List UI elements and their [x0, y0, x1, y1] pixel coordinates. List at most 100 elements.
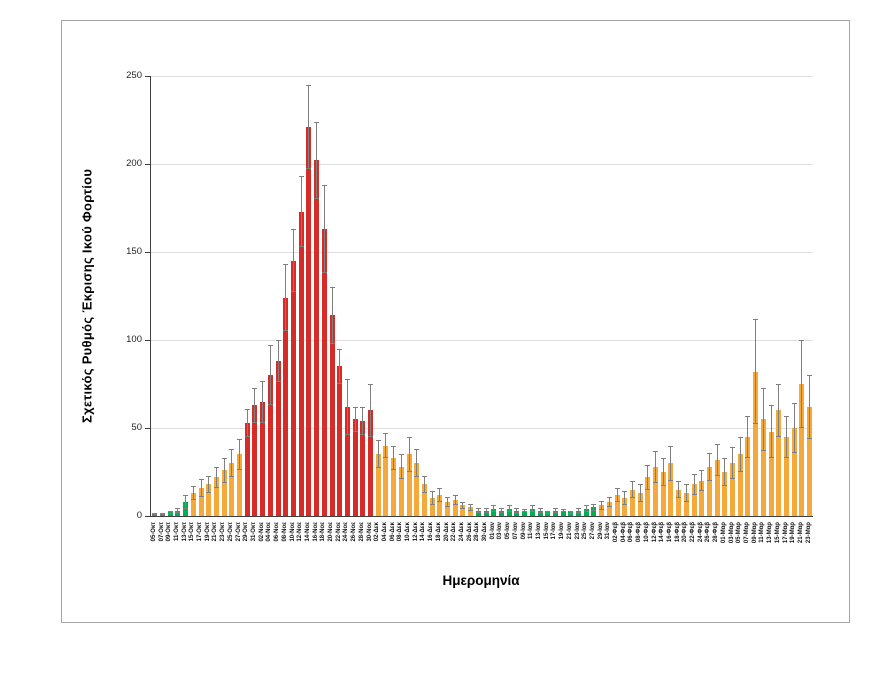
gridline — [151, 339, 813, 341]
error-bar — [314, 121, 320, 200]
x-tick: 08-Νοε — [281, 519, 289, 569]
x-tick-label: 30-Δεκ — [482, 522, 489, 542]
x-tick: 03-Ιαν — [497, 519, 505, 569]
x-tick-label: 10-Δεκ — [405, 522, 412, 542]
bar — [252, 405, 258, 516]
bar-slot — [698, 76, 706, 516]
x-tick-label: 13-Μαρ — [767, 522, 774, 544]
bar-slot — [274, 76, 282, 516]
error-bar — [791, 403, 797, 453]
x-tick-label: 09-Οκτ — [166, 522, 173, 542]
error-bar — [737, 436, 743, 473]
error-bar — [352, 406, 358, 432]
y-tick-mark — [145, 339, 150, 341]
x-tick: 01-Μαρ — [720, 519, 728, 569]
error-bar — [237, 438, 243, 471]
bar — [799, 384, 805, 516]
x-tick: 29-Ιαν — [597, 519, 605, 569]
bar — [591, 507, 597, 516]
x-tick: 03-Μαρ — [728, 519, 736, 569]
bar — [606, 501, 612, 516]
y-tick-label: 200 — [126, 158, 142, 169]
error-bar — [506, 505, 512, 513]
bar — [275, 361, 281, 516]
bar-slot — [706, 76, 714, 516]
error-bar — [206, 475, 212, 494]
bar-slot — [582, 76, 590, 516]
bar-slot — [190, 76, 198, 516]
bar-slot — [490, 76, 498, 516]
x-tick-label: 03-Ιαν — [497, 522, 504, 540]
gridline — [151, 75, 813, 77]
error-bar — [660, 457, 666, 487]
x-tick-label: 02-Δεκ — [374, 522, 381, 542]
bar-slot — [482, 76, 490, 516]
bar — [298, 211, 304, 516]
error-bar — [545, 510, 551, 515]
x-tick: 04-Φεβ — [620, 519, 628, 569]
x-tick: 30-Δεκ — [481, 519, 489, 569]
y-tick-label: 150 — [126, 246, 142, 257]
bar-slot — [166, 76, 174, 516]
bar-slot — [521, 76, 529, 516]
bar-slot — [421, 76, 429, 516]
error-bar — [730, 447, 736, 480]
x-tick: 25-Οκτ — [227, 519, 235, 569]
bar — [337, 366, 343, 516]
x-tick: 08-Φεβ — [635, 519, 643, 569]
x-tick: 10-Φεβ — [643, 519, 651, 569]
error-bar — [645, 464, 651, 490]
gridline — [151, 427, 813, 429]
bar — [691, 484, 697, 516]
x-tick-label: 08-Δεκ — [397, 522, 404, 542]
error-bar — [599, 501, 605, 510]
y-tick-mark — [145, 75, 150, 77]
bar — [653, 466, 659, 516]
bar-slot — [667, 76, 675, 516]
x-tick-label: 15-Οκτ — [189, 522, 196, 542]
bar-slot — [605, 76, 613, 516]
error-bar — [306, 84, 312, 170]
error-bar — [406, 436, 412, 473]
bar-slot — [575, 76, 583, 516]
x-tick: 14-Δεκ — [420, 519, 428, 569]
bar-slot — [636, 76, 644, 516]
y-tick-mark — [145, 251, 150, 253]
bar-slot — [752, 76, 760, 516]
error-bar — [514, 508, 520, 514]
bar-slot — [313, 76, 321, 516]
bar-slot — [328, 76, 336, 516]
bar-slot — [390, 76, 398, 516]
bar-slot — [290, 76, 298, 516]
bar-slot — [251, 76, 259, 516]
bar-slot — [367, 76, 375, 516]
x-tick: 05-Ιαν — [504, 519, 512, 569]
y-tick-label: 100 — [126, 334, 142, 345]
bar — [198, 487, 204, 516]
x-tick: 31-Οκτ — [250, 519, 258, 569]
x-tick-label: 05-Ιαν — [505, 522, 512, 540]
error-bar — [152, 513, 158, 516]
x-tick: 26-Νοε — [350, 519, 358, 569]
error-bar — [414, 449, 420, 478]
bar — [776, 410, 782, 516]
bar-slot — [243, 76, 251, 516]
x-tick-label: 05-Οκτ — [150, 522, 157, 542]
bar — [314, 160, 320, 516]
error-bar — [383, 433, 389, 458]
x-tick-label: 21-Μαρ — [797, 522, 804, 544]
y-tick-mark — [145, 515, 150, 517]
x-tick: 13-Ιαν — [535, 519, 543, 569]
error-bar — [560, 508, 566, 513]
x-tick-label: 05-Μαρ — [736, 522, 743, 544]
x-tick-label: 19-Ιαν — [559, 522, 566, 540]
bar-slot — [713, 76, 721, 516]
error-bar — [252, 387, 258, 423]
x-tick-label: 31-Οκτ — [250, 522, 257, 542]
x-tick-label: 08-Φεβ — [636, 522, 643, 543]
bar — [622, 498, 628, 516]
bar-slot — [382, 76, 390, 516]
x-tick-label: 15-Ιαν — [543, 522, 550, 540]
bar — [190, 493, 196, 516]
bar-slot — [729, 76, 737, 516]
